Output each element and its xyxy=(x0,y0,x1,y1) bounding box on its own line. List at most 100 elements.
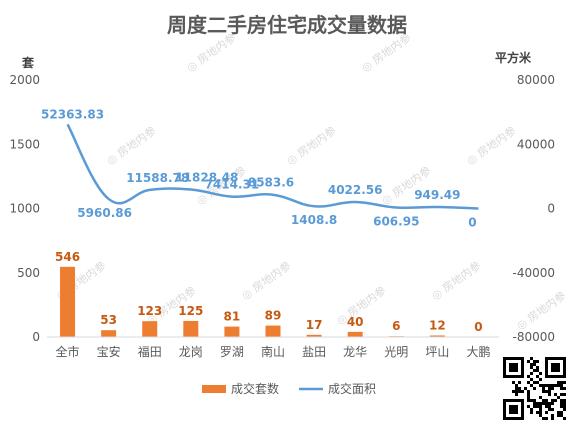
qr-module xyxy=(527,375,530,378)
qr-module xyxy=(539,378,542,381)
qr-module xyxy=(509,399,512,402)
qr-module xyxy=(557,375,560,378)
qr-module xyxy=(503,408,506,411)
qr-module xyxy=(551,369,554,372)
bar-data-label: 89 xyxy=(265,309,282,323)
qr-module xyxy=(503,405,506,408)
qr-module xyxy=(512,357,515,360)
qr-module xyxy=(563,369,566,372)
watermark-text: ◎ 房地内参 xyxy=(514,288,569,332)
qr-module xyxy=(551,363,554,366)
bar-data-label: 53 xyxy=(100,313,117,327)
qr-module xyxy=(509,417,512,420)
line-data-label: 11828.48 xyxy=(175,171,238,185)
left-tick-label: 0 xyxy=(32,330,40,344)
qr-module xyxy=(548,402,551,405)
qr-module xyxy=(563,387,566,390)
bar-data-label: 12 xyxy=(429,318,446,332)
qr-module xyxy=(560,414,563,417)
qr-module xyxy=(551,417,554,420)
qr-module xyxy=(518,381,521,384)
qr-module xyxy=(545,372,548,375)
category-label: 全市 xyxy=(56,344,80,359)
qr-module xyxy=(551,399,554,402)
watermark-text: ◎ 房地内参 xyxy=(104,123,159,167)
qr-module xyxy=(512,399,515,402)
qr-module xyxy=(563,405,566,408)
qr-module xyxy=(560,405,563,408)
qr-module xyxy=(512,405,515,408)
right-tick-label: 80000 xyxy=(517,73,555,87)
qr-module xyxy=(563,375,566,378)
qr-module xyxy=(545,390,548,393)
category-label: 南山 xyxy=(261,344,285,359)
line-data-label: 606.95 xyxy=(373,215,419,229)
qr-module xyxy=(509,411,512,414)
qr-module xyxy=(563,381,566,384)
qr-module xyxy=(560,357,563,360)
bar xyxy=(60,266,76,337)
qr-module xyxy=(545,369,548,372)
qr-module xyxy=(521,417,524,420)
qr-module xyxy=(560,384,563,387)
qr-module xyxy=(503,414,506,417)
bar xyxy=(265,325,281,337)
qr-module xyxy=(518,399,521,402)
line-data-label: 8583.6 xyxy=(248,176,294,190)
qr-module xyxy=(554,363,557,366)
qr-module xyxy=(551,384,554,387)
qr-module xyxy=(533,360,536,363)
qr-module xyxy=(539,372,542,375)
qr-module xyxy=(560,402,563,405)
qr-module xyxy=(545,360,548,363)
line-data-label: 52363.83 xyxy=(41,107,104,121)
left-tick-label: 500 xyxy=(17,266,40,280)
category-label: 罗湖 xyxy=(220,344,244,359)
qr-module xyxy=(509,408,512,411)
qr-module xyxy=(503,369,506,372)
category-label: 盐田 xyxy=(302,345,326,359)
qr-module xyxy=(557,363,560,366)
qr-module xyxy=(539,402,542,405)
qr-module xyxy=(512,408,515,411)
qr-module xyxy=(530,372,533,375)
qr-module xyxy=(557,366,560,369)
qr-module xyxy=(512,411,515,414)
line-data-label: 4022.56 xyxy=(328,183,383,197)
qr-module xyxy=(548,384,551,387)
qr-module xyxy=(554,369,557,372)
qr-module xyxy=(539,405,542,408)
qr-module xyxy=(503,372,506,375)
qr-module xyxy=(509,363,512,366)
qr-module xyxy=(530,408,533,411)
qr-module xyxy=(518,357,521,360)
qr-module xyxy=(554,366,557,369)
qr-module xyxy=(542,399,545,402)
qr-module xyxy=(521,357,524,360)
bar xyxy=(347,331,363,337)
qr-module xyxy=(515,390,518,393)
qr-module xyxy=(521,375,524,378)
qr-module xyxy=(548,387,551,390)
left-tick-label: 2000 xyxy=(9,73,40,87)
qr-module xyxy=(527,360,530,363)
qr-module xyxy=(554,393,557,396)
qr-module xyxy=(521,408,524,411)
qr-module xyxy=(530,363,533,366)
qr-module xyxy=(533,363,536,366)
qr-module xyxy=(515,366,518,369)
legend-label: 成交面积 xyxy=(328,381,376,396)
bar-data-label: 125 xyxy=(178,304,203,318)
qr-module xyxy=(557,414,560,417)
qr-module xyxy=(551,408,554,411)
qr-module xyxy=(563,357,566,360)
qr-module xyxy=(542,384,545,387)
qr-module xyxy=(506,357,509,360)
qr-module xyxy=(515,384,518,387)
category-label: 宝安 xyxy=(97,344,121,359)
qr-module xyxy=(551,387,554,390)
qr-module xyxy=(515,411,518,414)
qr-module xyxy=(503,375,506,378)
qr-module xyxy=(548,405,551,408)
qr-module xyxy=(530,378,533,381)
